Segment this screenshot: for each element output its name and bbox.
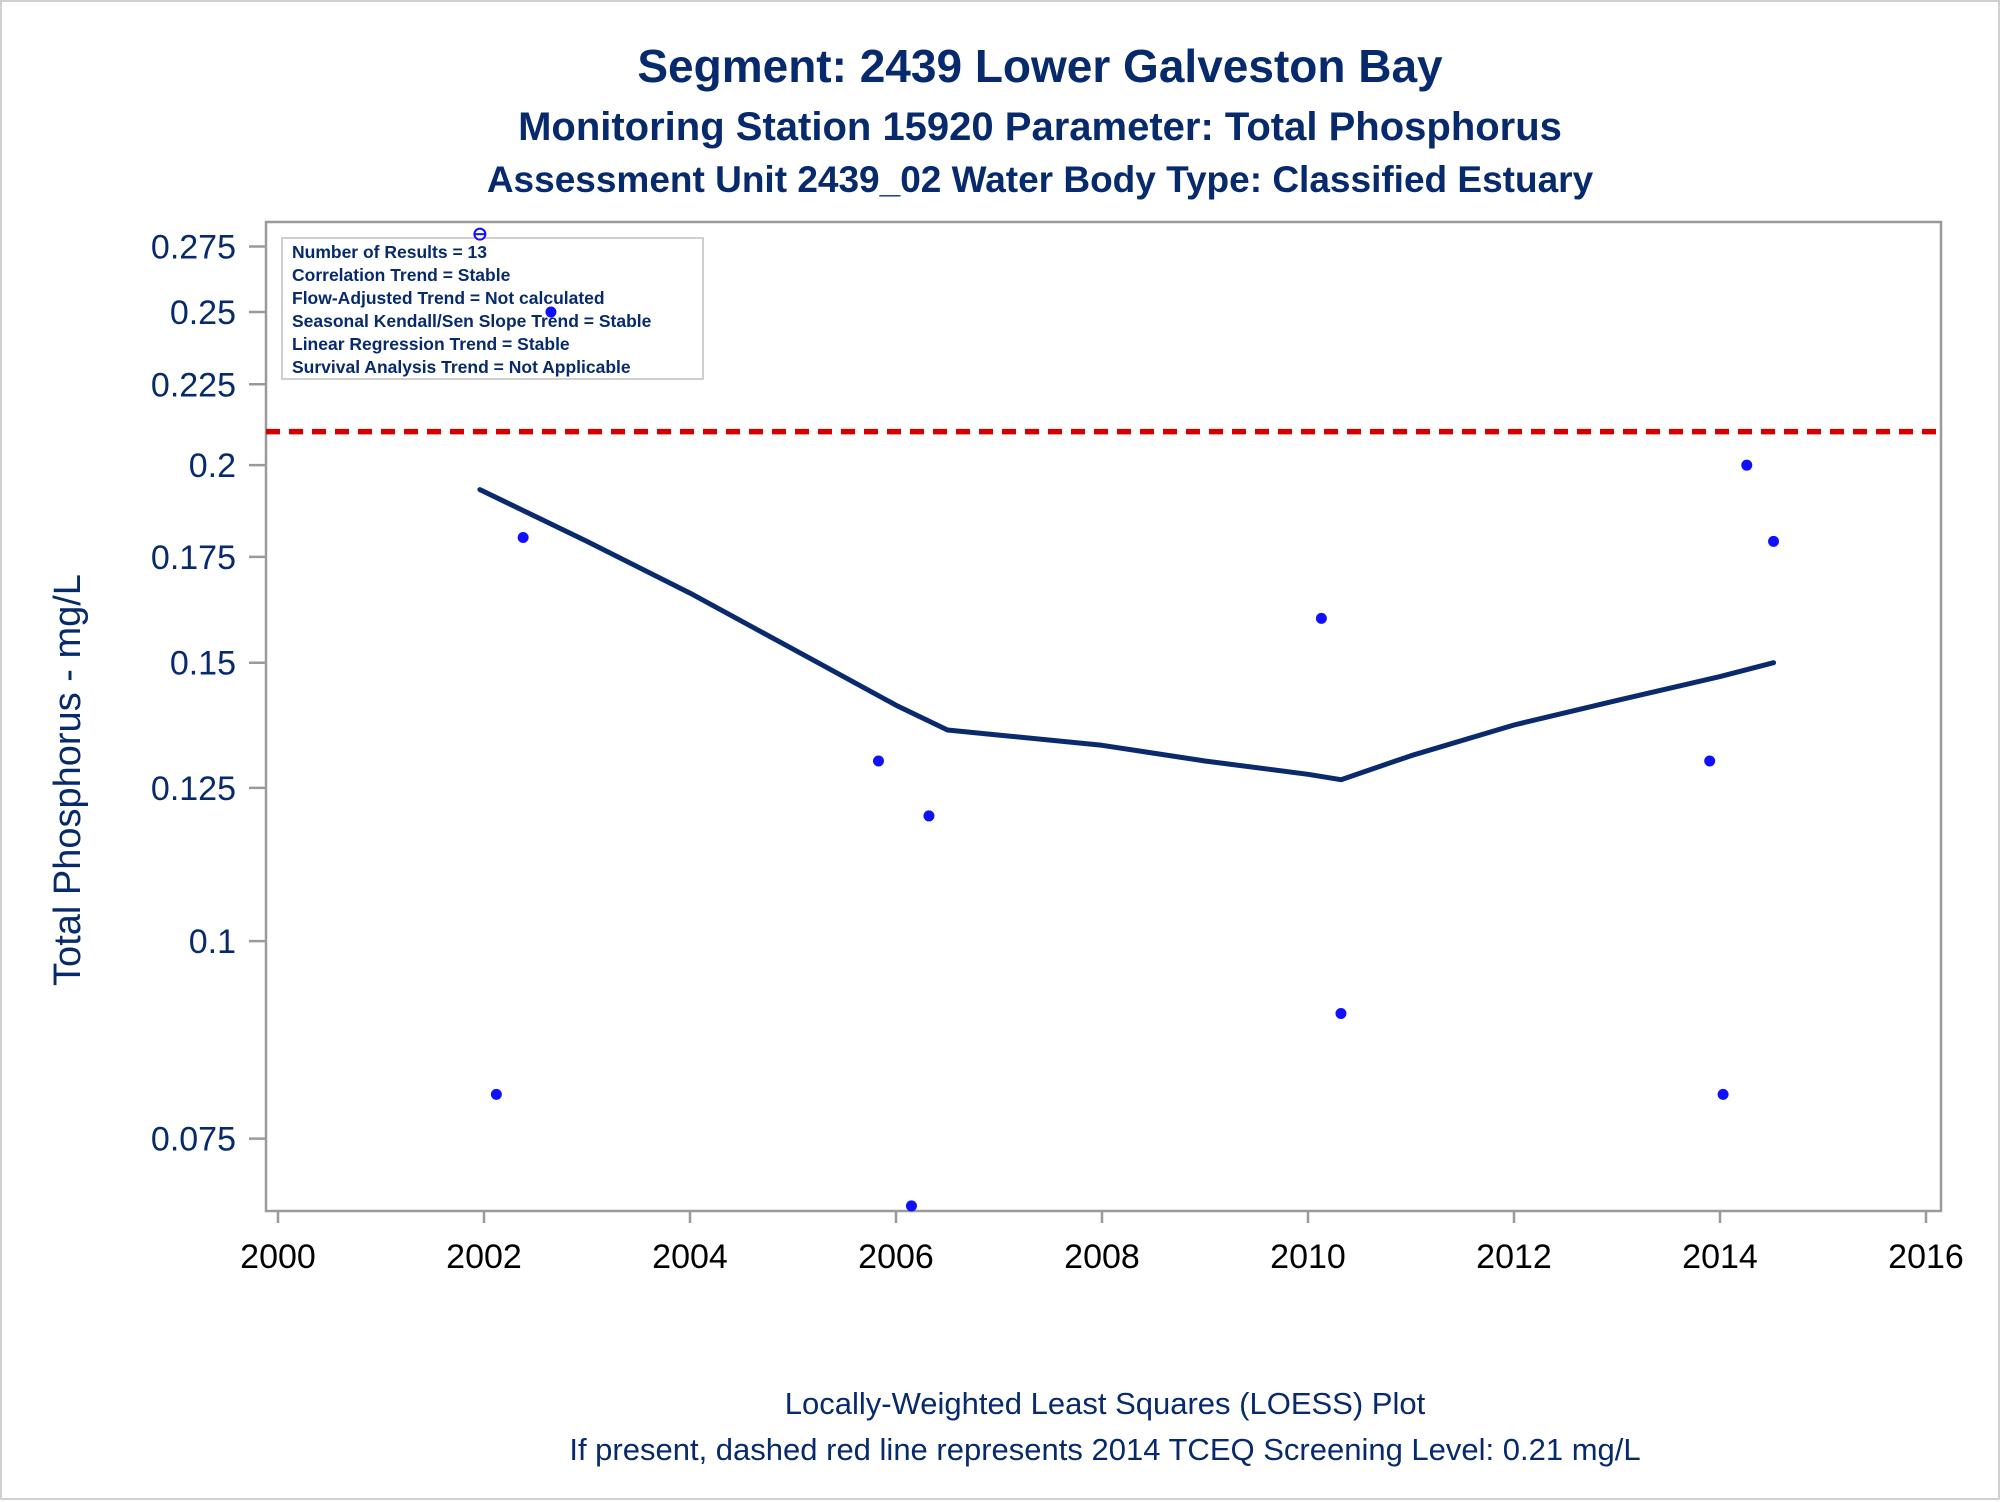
- x-tick-label: 2010: [1270, 1238, 1346, 1276]
- x-axis: 2000 2002 2004 2006 2008 2010 2012 2014 2016: [240, 1211, 1964, 1276]
- stats-box: Number of Results = 13 Correlation Trend…: [281, 237, 704, 380]
- y-tick-label: 0.175: [151, 539, 236, 577]
- loess-curve: [477, 487, 1777, 783]
- stats-line-results: Number of Results = 13: [292, 242, 487, 262]
- x-tick-label: 2000: [240, 1238, 316, 1276]
- data-point: [923, 810, 935, 822]
- x-tick-label: 2006: [858, 1238, 934, 1276]
- overlay-points-layer: [473, 227, 557, 318]
- stats-line-survival: Survival Analysis Trend = Not Applicable: [292, 357, 631, 377]
- y-tick-label: 0.075: [151, 1121, 236, 1159]
- data-point: [1741, 459, 1753, 471]
- stats-line-linear-regression: Linear Regression Trend = Stable: [292, 334, 570, 354]
- stats-line-flow-adjusted: Flow-Adjusted Trend = Not calculated: [292, 288, 605, 308]
- data-point: [545, 306, 557, 318]
- y-tick-label: 0.2: [189, 447, 236, 485]
- footnote-2: If present, dashed red line represents 2…: [569, 1432, 1640, 1467]
- x-tick-label: 2004: [652, 1238, 728, 1276]
- y-tick-label: 0.25: [170, 294, 236, 332]
- chart-title: Segment: 2439 Lower Galveston Bay: [637, 40, 1443, 92]
- stats-line-correlation: Correlation Trend = Stable: [292, 265, 511, 285]
- x-tick-label: 2016: [1888, 1238, 1964, 1276]
- data-point: [1717, 1088, 1729, 1100]
- data-point: [517, 532, 529, 544]
- data-point: [1315, 612, 1327, 624]
- data-point: [905, 1200, 917, 1212]
- data-point: [1768, 535, 1780, 547]
- x-tick-label: 2014: [1682, 1238, 1758, 1276]
- y-tick-label: 0.125: [151, 770, 236, 808]
- chart-subtitle-2: Assessment Unit 2439_02 Water Body Type:…: [487, 159, 1594, 200]
- y-axis-label: Total Phosphorus - mg/L: [47, 574, 89, 986]
- data-point: [872, 755, 884, 767]
- loess-layer: [477, 487, 1777, 783]
- y-tick-label: 0.15: [170, 645, 236, 683]
- plot-area: [264, 220, 1943, 1213]
- x-tick-label: 2012: [1476, 1238, 1552, 1276]
- x-tick-label: 2002: [446, 1238, 522, 1276]
- data-point: [1704, 755, 1716, 767]
- y-tick-label: 0.225: [151, 366, 236, 404]
- points-layer: [490, 459, 1780, 1212]
- stats-box-frame: [281, 237, 704, 380]
- y-tick-label: 0.1: [189, 923, 236, 961]
- chart-subtitle: Monitoring Station 15920 Parameter: Tota…: [518, 105, 1562, 149]
- data-point: [490, 1088, 502, 1100]
- x-tick-label: 2008: [1064, 1238, 1140, 1276]
- y-tick-label: 0.275: [151, 229, 236, 267]
- y-axis: 0.075 0.1 0.125 0.15 0.175 0.2 0.225 0.25 0.275: [151, 229, 266, 1159]
- footnote-1: Locally-Weighted Least Squares (LOESS) P…: [785, 1386, 1426, 1421]
- data-point: [1335, 1007, 1347, 1019]
- stats-line-seasonal-kendall: Seasonal Kendall/Sen Slope Trend = Stabl…: [292, 311, 652, 331]
